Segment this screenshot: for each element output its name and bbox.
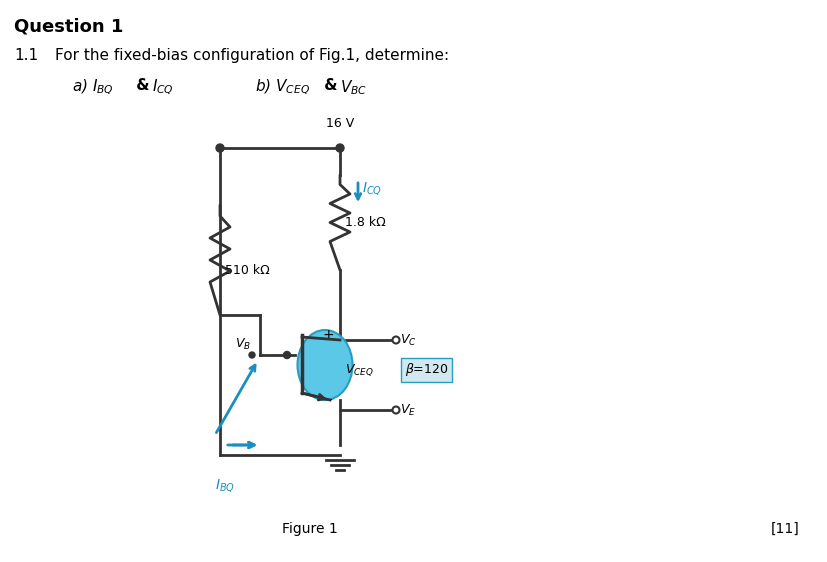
Ellipse shape — [298, 330, 352, 400]
Circle shape — [249, 352, 255, 358]
Text: −: − — [322, 393, 333, 407]
Text: $V_{CEQ}$: $V_{CEQ}$ — [345, 362, 374, 378]
Text: $I_{BQ}$: $I_{BQ}$ — [215, 477, 235, 494]
Text: $I_{CQ}$: $I_{CQ}$ — [362, 180, 382, 197]
Text: &: & — [319, 78, 342, 93]
Circle shape — [216, 144, 224, 152]
Text: $V_C$: $V_C$ — [400, 333, 417, 347]
Circle shape — [393, 406, 399, 414]
Text: a) $I_{BQ}$: a) $I_{BQ}$ — [72, 78, 114, 97]
Circle shape — [284, 351, 290, 359]
Text: +: + — [322, 328, 333, 342]
Text: &: & — [131, 78, 155, 93]
Text: 1.1: 1.1 — [14, 48, 38, 63]
Text: [11]: [11] — [772, 522, 800, 536]
Text: Figure 1: Figure 1 — [282, 522, 338, 536]
Text: $V_B$: $V_B$ — [235, 337, 251, 352]
Text: 510 kΩ: 510 kΩ — [225, 264, 270, 277]
Text: $V_E$: $V_E$ — [400, 402, 416, 418]
Text: $I_{CQ}$: $I_{CQ}$ — [152, 78, 174, 97]
Text: 16 V: 16 V — [326, 117, 354, 130]
Text: b) $V_{CEQ}$: b) $V_{CEQ}$ — [255, 78, 310, 97]
Text: $\beta$=120: $\beta$=120 — [405, 361, 448, 378]
Circle shape — [393, 337, 399, 343]
Circle shape — [336, 144, 344, 152]
Text: $V_{BC}$: $V_{BC}$ — [340, 78, 367, 97]
Text: For the fixed-bias configuration of Fig.1, determine:: For the fixed-bias configuration of Fig.… — [55, 48, 449, 63]
Text: 1.8 kΩ: 1.8 kΩ — [345, 215, 385, 229]
Text: Question 1: Question 1 — [14, 18, 123, 36]
